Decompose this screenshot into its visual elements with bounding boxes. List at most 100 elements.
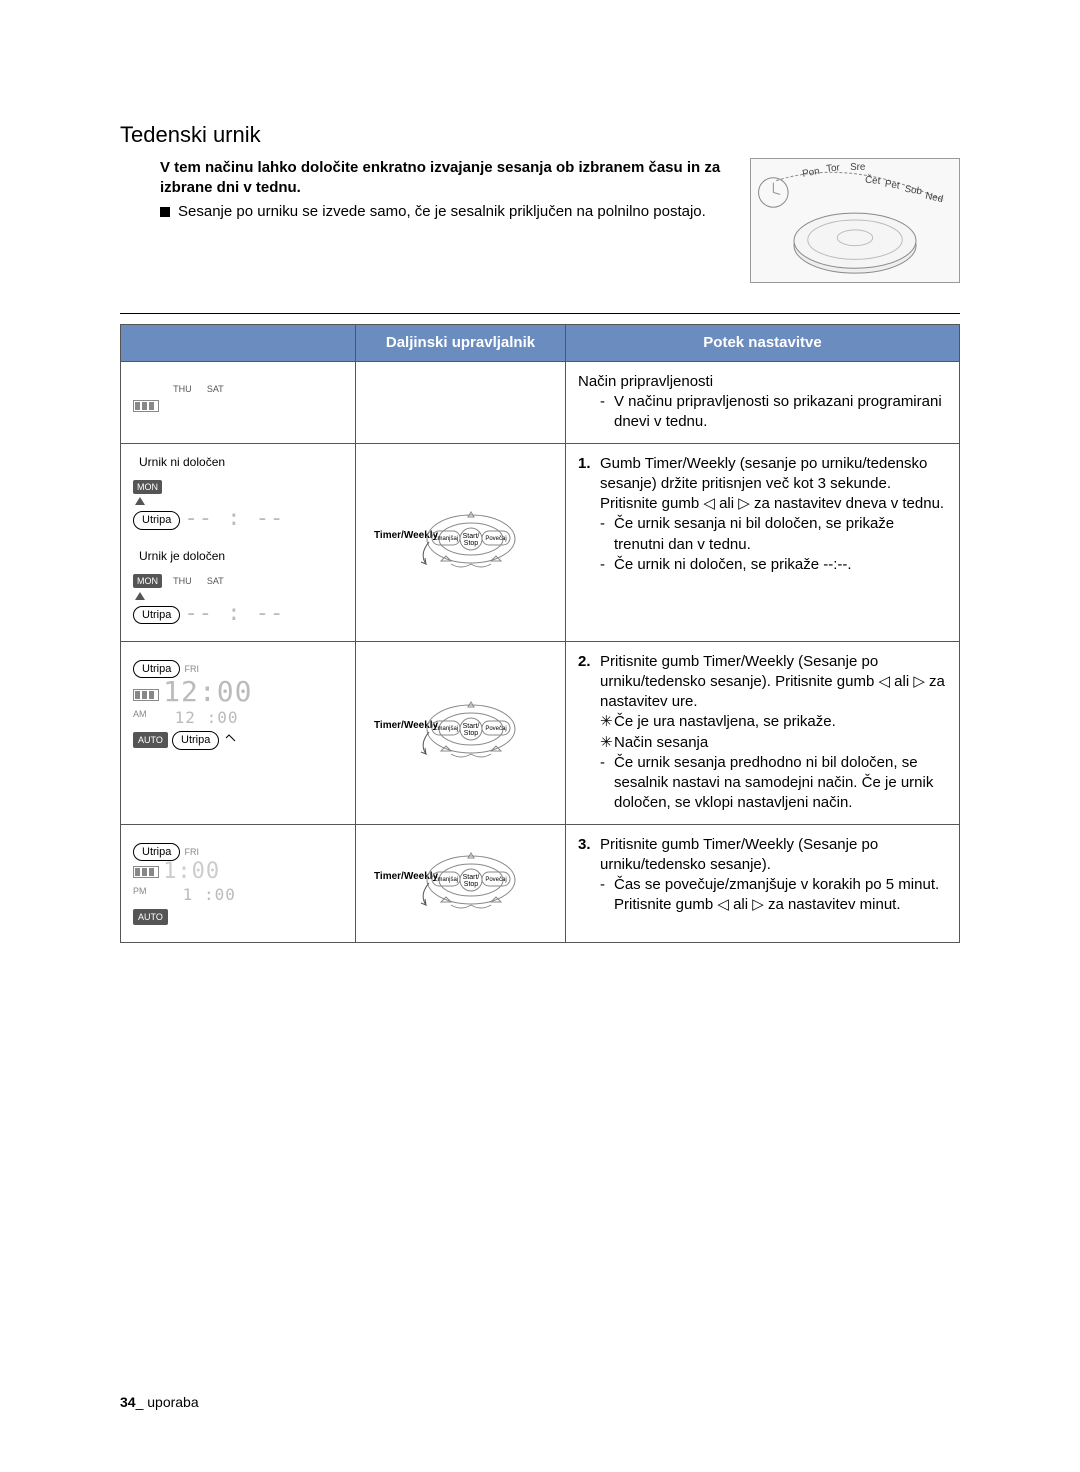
page-number: 34 [120, 1394, 136, 1410]
step2-snow1: Če je ura nastavljena, se prikaže. [614, 712, 836, 732]
seg-hour: 12:00 [163, 675, 252, 708]
cell-display-3: Utripa FRI 1:00 PM 1 :00 AUTO [121, 824, 356, 943]
remote-svg: Timer/Weekly Start/ Stop Zmanjšaj Poveča… [371, 504, 551, 574]
utripa-label: Utripa [133, 511, 180, 530]
badge-mon: MON [133, 480, 162, 494]
cell-display-0: MON THU SAT [121, 361, 356, 443]
badge-mon2: MON [133, 574, 162, 588]
table-row: Utripa FRI 1:00 PM 1 :00 AUTO Timer/Week… [121, 824, 960, 943]
intro-text: V tem načinu lahko določite enkratno izv… [160, 158, 750, 283]
arrow-up-icon [133, 591, 147, 603]
remote-svg: Timer/Weekly Start/ Stop Zmanjšaj Poveča… [371, 694, 551, 764]
label-no-schedule: Urnik ni določen [139, 454, 343, 470]
dash-icon: - [600, 753, 614, 814]
table-row: MON THU SAT Način pripravljenosti -V nač… [121, 361, 960, 443]
am-label: AM [133, 709, 147, 719]
pm-label: PM [133, 886, 147, 896]
label-yes-schedule: Urnik je določen [139, 548, 343, 564]
svg-text:Zmanjšaj: Zmanjšaj [433, 877, 457, 883]
badge-sat: SAT [203, 382, 228, 396]
divider [120, 313, 960, 314]
svg-text:Start/: Start/ [462, 874, 479, 881]
schedule-table: Daljinski upravljalnik Potek nastavitve … [120, 324, 960, 943]
auto-badge: AUTO [133, 732, 168, 748]
badge-fri: FRI [185, 664, 200, 674]
illustration-svg: Pon Tor Sre Čet Pet Sob Ned [751, 159, 959, 282]
step2-snow2: Način sesanja [614, 733, 708, 753]
seg-hour2: 1:00 [163, 859, 220, 884]
cell-remote-2: Timer/Weekly Start/ Stop Zmanjšaj Poveča… [356, 641, 566, 824]
intro-bullet: Sesanje po urniku se izvede samo, če je … [160, 202, 730, 222]
th-blank [121, 324, 356, 361]
remote-control-2: Timer/Weekly Start/ Stop Zmanjšaj Poveča… [368, 694, 553, 770]
step1-sub1: Če urnik sesanja ni bil določen, se prik… [614, 514, 947, 555]
battery-icon [133, 400, 159, 412]
cell-display-2: Utripa FRI 12:00 AM 12 :00 AUTO Utripa [121, 641, 356, 824]
cell-desc-0: Način pripravljenosti -V načinu pripravl… [566, 361, 960, 443]
svg-text:Tor: Tor [826, 162, 841, 174]
svg-text:Zmanjšaj: Zmanjšaj [433, 726, 457, 732]
svg-text:Povečaj: Povečaj [485, 536, 506, 542]
seg-min: 12 :00 [175, 708, 239, 727]
battery-icon [133, 689, 159, 701]
svg-text:Stop: Stop [463, 730, 478, 737]
step1-main: Gumb Timer/Weekly (sesanje po urniku/ted… [600, 454, 947, 515]
auto-badge2: AUTO [133, 909, 168, 925]
utripa-label2: Utripa [133, 606, 180, 625]
intro-bold: V tem načinu lahko določite enkratno izv… [160, 158, 730, 199]
svg-text:Sob: Sob [904, 183, 924, 197]
footer-text: _ uporaba [136, 1394, 199, 1410]
remote-control-1: Timer/Weekly Start/ Stop Zmanjšaj Poveča… [368, 504, 553, 580]
svg-text:Start/: Start/ [462, 533, 479, 540]
step3-main: Pritisnite gumb Timer/Weekly (Sesanje po… [600, 835, 947, 876]
desc0-sub: V načinu pripravljenosti so prikazani pr… [614, 392, 947, 433]
seg-display: -- : -- [185, 506, 285, 531]
th-remote: Daljinski upravljalnik [356, 324, 566, 361]
seg-display2: -- : -- [185, 601, 285, 626]
arrow-up-icon [133, 496, 147, 508]
svg-text:Stop: Stop [463, 881, 478, 888]
badge-thu2: THU [169, 574, 196, 588]
day-pon: Pon [801, 165, 820, 179]
badge-thu: THU [169, 382, 196, 396]
step3-sub1: Čas se povečuje/zmanjšuje v korakih po 5… [614, 875, 947, 916]
svg-text:Stop: Stop [463, 540, 478, 547]
dash-icon: - [600, 514, 614, 555]
utripa-r2b: Utripa [172, 731, 219, 750]
cell-display-1: Urnik ni določen MON Utripa -- : -- Urni… [121, 443, 356, 641]
svg-text:Povečaj: Povečaj [485, 877, 506, 883]
step-num-1: 1. [578, 454, 600, 515]
desc0-title: Način pripravljenosti [578, 372, 947, 392]
cell-remote-1: Timer/Weekly Start/ Stop Zmanjšaj Poveča… [356, 443, 566, 641]
step-num-2: 2. [578, 652, 600, 713]
svg-text:Povečaj: Povečaj [485, 726, 506, 732]
square-bullet-icon [160, 207, 170, 217]
badge-sat2: SAT [203, 574, 228, 588]
badge-fri2: FRI [185, 847, 200, 857]
svg-text:Sre: Sre [850, 162, 866, 173]
dash-icon: - [600, 392, 614, 433]
note-icon: ✳ [600, 733, 614, 753]
step2-main: Pritisnite gumb Timer/Weekly (Sesanje po… [600, 652, 947, 713]
battery-icon [133, 866, 159, 878]
svg-text:Pet: Pet [884, 178, 900, 191]
step1-sub2: Če urnik ni določen, se prikaže --:--. [614, 555, 852, 575]
table-row: Urnik ni določen MON Utripa -- : -- Urni… [121, 443, 960, 641]
table-header-row: Daljinski upravljalnik Potek nastavitve [121, 324, 960, 361]
table-row: Utripa FRI 12:00 AM 12 :00 AUTO Utripa T… [121, 641, 960, 824]
cell-desc-2: 2.Pritisnite gumb Timer/Weekly (Sesanje … [566, 641, 960, 824]
cell-desc-1: 1.Gumb Timer/Weekly (sesanje po urniku/t… [566, 443, 960, 641]
step-num-3: 3. [578, 835, 600, 876]
page-footer: 34_ uporaba [120, 1393, 199, 1412]
section-title: Tedenski urnik [120, 120, 960, 150]
arrow-up-icon [224, 733, 238, 743]
remote-svg: Timer/Weekly Start/ Stop Zmanjšaj Poveča… [371, 845, 551, 915]
dash-icon: - [600, 555, 614, 575]
svg-text:Čet: Čet [865, 174, 881, 186]
dash-icon: - [600, 875, 614, 916]
svg-text:Zmanjšaj: Zmanjšaj [433, 536, 457, 542]
step2-sub1: Če urnik sesanja predhodno ni bil določe… [614, 753, 947, 814]
remote-control-3: Timer/Weekly Start/ Stop Zmanjšaj Poveča… [368, 845, 553, 921]
svg-text:Start/: Start/ [462, 723, 479, 730]
seg-min2: 1 :00 [183, 885, 236, 904]
